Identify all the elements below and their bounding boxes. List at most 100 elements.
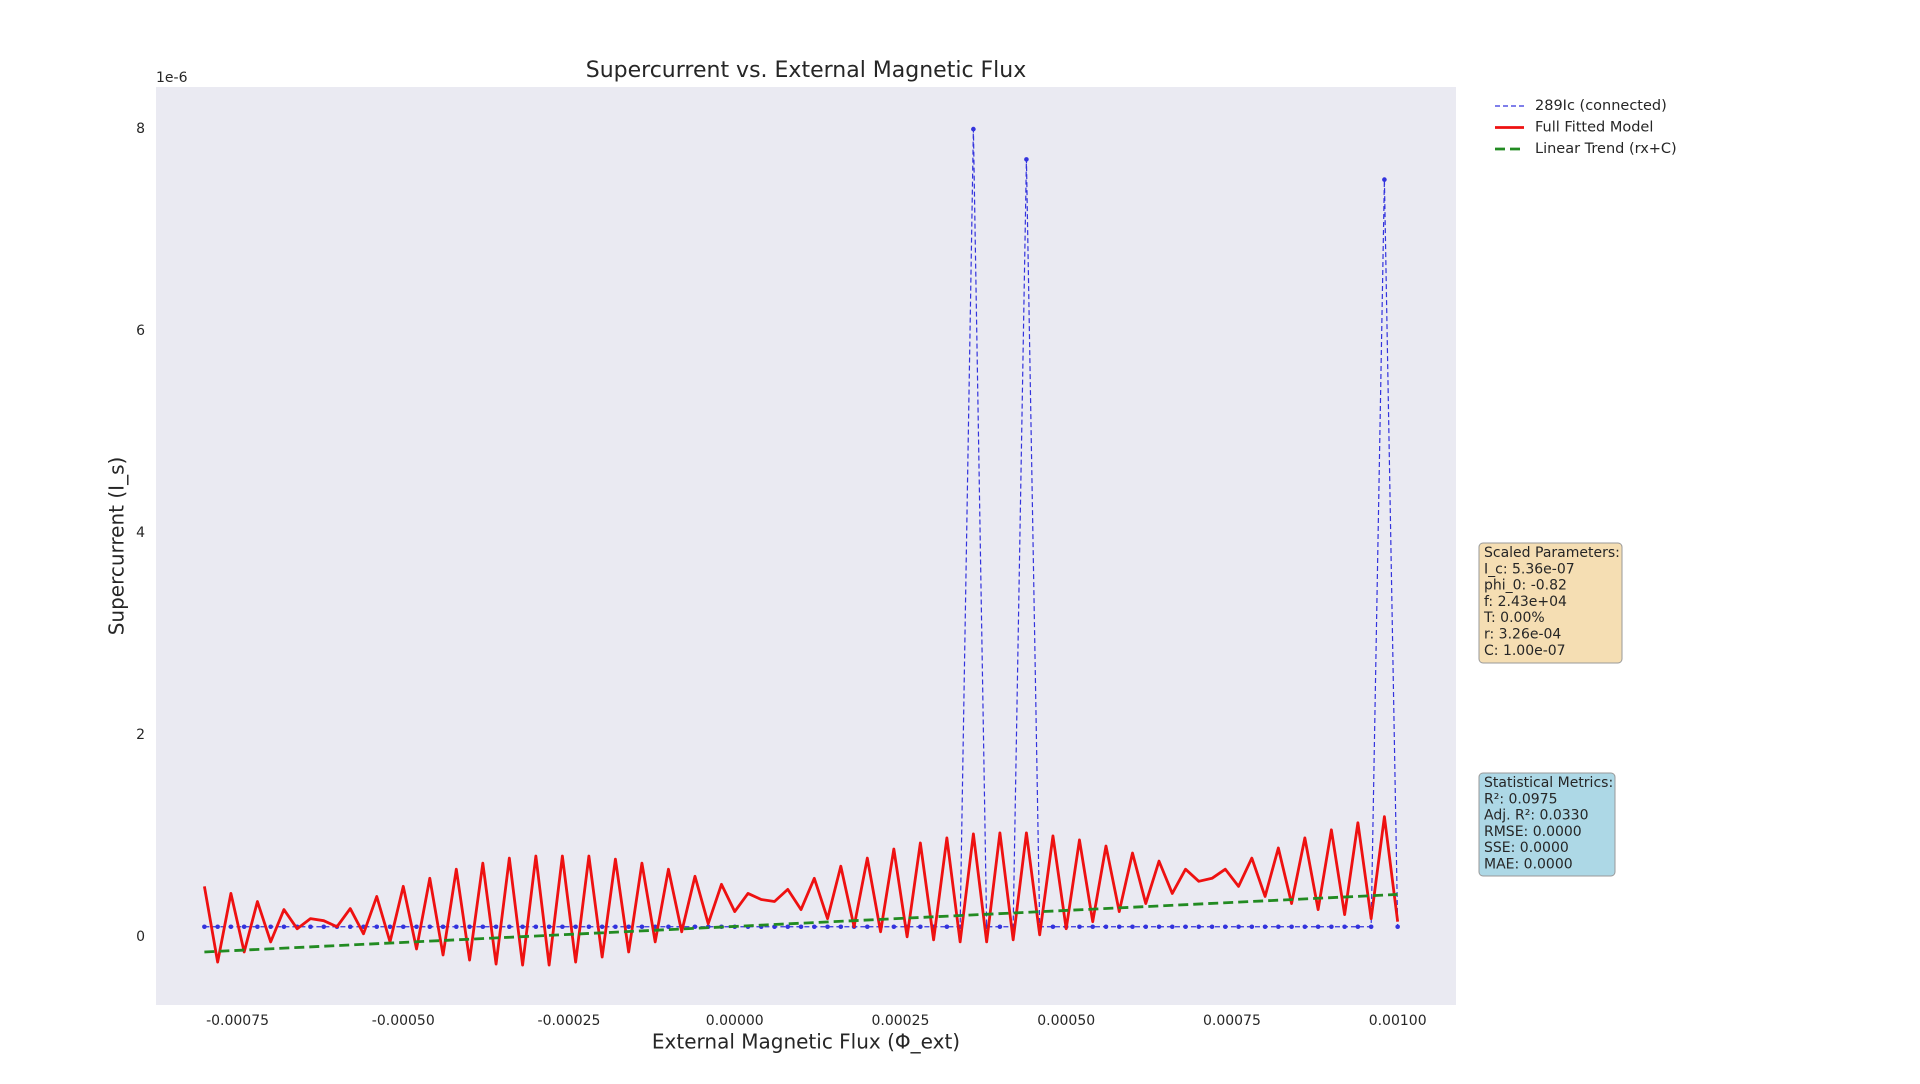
x-tick-label: 0.00100 — [1369, 1013, 1427, 1029]
data-point — [546, 924, 552, 930]
data-point — [427, 924, 433, 930]
data-point — [241, 924, 247, 930]
plot-background — [156, 87, 1456, 1005]
data-point — [825, 924, 830, 930]
y-tick-label: 6 — [136, 323, 145, 339]
y-tick-label: 2 — [136, 727, 145, 743]
data-point — [1249, 924, 1255, 930]
data-point — [1329, 924, 1334, 930]
x-tick-label: -0.00050 — [372, 1013, 435, 1029]
data-point — [1315, 924, 1321, 930]
data-point — [1355, 924, 1361, 930]
chart-title: Supercurrent vs. External Magnetic Flux — [586, 58, 1027, 83]
x-tick-label: 0.00075 — [1203, 1013, 1261, 1029]
data-point — [1103, 924, 1109, 930]
x-tick-label: -0.00075 — [206, 1013, 269, 1029]
text-box-line: Statistical Metrics: — [1484, 775, 1613, 791]
text-box-line: T: 0.00% — [1483, 610, 1545, 626]
data-point — [573, 924, 578, 930]
data-point — [1156, 924, 1162, 930]
data-point — [520, 924, 525, 930]
data-point — [374, 924, 380, 930]
series-line — [203, 815, 1400, 967]
data-point — [798, 924, 804, 930]
text-box-line: f: 2.43e+04 — [1484, 594, 1567, 610]
data-point — [1276, 924, 1281, 930]
x-tick-label: -0.00025 — [538, 1013, 601, 1029]
y-tick-label: 8 — [136, 121, 145, 137]
data-point — [507, 924, 512, 930]
data-point — [1183, 924, 1188, 930]
legend-label: 289Ic (connected) — [1535, 98, 1667, 114]
y-tick-label: 0 — [136, 929, 145, 945]
data-point — [1262, 924, 1268, 930]
data-point — [533, 924, 539, 930]
data-point — [400, 924, 406, 930]
data-point — [1130, 924, 1135, 930]
data-point — [268, 924, 273, 930]
data-point — [347, 924, 353, 930]
x-tick-label: 0.00050 — [1037, 1013, 1095, 1029]
data-point — [560, 924, 565, 930]
data-point — [811, 924, 817, 930]
x-axis-label: External Magnetic Flux (Φ_ext) — [652, 1030, 960, 1054]
data-point — [639, 924, 645, 930]
data-point — [692, 924, 698, 930]
text-box-line: r: 3.26e-04 — [1484, 627, 1561, 643]
data-point — [666, 924, 671, 930]
data-point — [228, 924, 234, 930]
data-point — [599, 924, 605, 930]
data-point — [1223, 924, 1228, 930]
text-box-line: Scaled Parameters: — [1484, 545, 1620, 561]
data-point — [1342, 924, 1347, 930]
data-point — [997, 924, 1003, 930]
text-box-line: Adj. R²: 0.0330 — [1484, 808, 1589, 824]
data-point — [918, 924, 923, 930]
data-point — [1289, 924, 1294, 930]
y-offset-label: 1e-6 — [156, 70, 188, 86]
data-point — [1236, 924, 1241, 930]
data-point — [414, 924, 419, 930]
text-box-line: phi_0: -0.82 — [1484, 578, 1567, 594]
legend-label: Linear Trend (rx+C) — [1535, 141, 1677, 157]
text-box-line: RMSE: 0.0000 — [1484, 824, 1582, 840]
x-tick-label: 0.00025 — [872, 1013, 930, 1029]
text-box-line: I_c: 5.36e-07 — [1484, 561, 1575, 577]
y-tick-label: 4 — [136, 525, 145, 541]
data-point — [865, 924, 870, 930]
data-point — [467, 924, 472, 930]
data-point — [202, 924, 207, 930]
data-point — [838, 924, 844, 930]
data-point — [1050, 924, 1056, 930]
text-box-line: C: 1.00e-07 — [1484, 643, 1566, 659]
data-point — [493, 924, 499, 930]
y-axis-label: Supercurrent (I_s) — [105, 457, 129, 636]
data-point — [480, 924, 486, 930]
text-box — [1478, 772, 1616, 877]
data-point — [1196, 924, 1202, 930]
text-box-line: MAE: 0.0000 — [1484, 857, 1573, 873]
data-point — [440, 924, 446, 930]
legend-label: Full Fitted Model — [1535, 120, 1653, 136]
data-point — [255, 924, 260, 930]
data-point — [215, 924, 220, 930]
data-point — [321, 924, 327, 930]
data-point — [1169, 924, 1175, 930]
data-point — [626, 924, 631, 930]
data-point — [891, 924, 897, 930]
data-point — [971, 126, 976, 132]
data-point — [1368, 924, 1374, 930]
data-point — [613, 924, 618, 930]
data-point — [1302, 924, 1308, 930]
data-point — [308, 924, 313, 930]
data-point — [944, 924, 950, 930]
data-point — [387, 924, 393, 930]
data-point — [1116, 924, 1122, 930]
text-box — [1478, 542, 1623, 664]
data-point — [454, 924, 459, 930]
x-tick-label: 0.00000 — [706, 1013, 764, 1029]
data-point — [785, 924, 791, 930]
data-point — [1024, 157, 1029, 162]
